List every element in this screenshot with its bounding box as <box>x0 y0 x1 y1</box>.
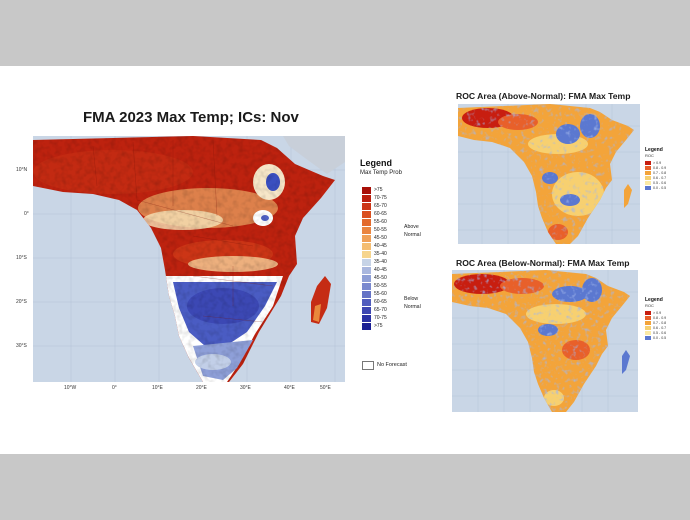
roc_below-swatch-5 <box>645 336 651 340</box>
roc-below-legend-title: Legend <box>645 297 663 303</box>
roc-below-title: ROC Area (Below-Normal): FMA Max Temp <box>456 258 630 268</box>
legend-swatch-4 <box>362 219 371 226</box>
roc_below-swatch-2 <box>645 321 651 325</box>
legend-label-16: 70-75 <box>374 315 387 321</box>
legend-label-13: 55-60 <box>374 291 387 297</box>
legend-label-0: >75 <box>374 187 383 193</box>
roc_above-swatch-3 <box>645 176 651 180</box>
roc-above-title: ROC Area (Above-Normal): FMA Max Temp <box>456 91 631 101</box>
legend-label-9: 35-40 <box>374 259 387 265</box>
legend-label-5: 50-55 <box>374 227 387 233</box>
legend-label-1: 70-75 <box>374 195 387 201</box>
legend-label-8: 35-40 <box>374 251 387 257</box>
legend-swatch-6 <box>362 235 371 242</box>
legend-swatch-2 <box>362 203 371 210</box>
lon-tick-0: 0° <box>112 385 117 391</box>
roc_above-swatch-1 <box>645 166 651 170</box>
roc_below-label-1: 0.8 - 0.9 <box>653 316 667 320</box>
roc_above-label-3: 0.6 - 0.7 <box>653 176 667 180</box>
roc-below-legend: Legend ROC > 0.9 0.8 - 0.9 0.7 - 0.8 0.6 - … <box>645 297 685 357</box>
roc_above-label-4: 0.5 - 0.6 <box>653 181 667 185</box>
legend-swatch-10 <box>362 267 371 274</box>
no-forecast-swatch <box>362 361 374 370</box>
legend-swatch-0 <box>362 187 371 194</box>
roc-below-map <box>452 270 638 412</box>
legend-swatch-3 <box>362 211 371 218</box>
roc-above-legend: Legend ROC > 0.9 0.8 - 0.9 0.7 - 0.8 0.6 - … <box>645 147 685 197</box>
roc-above-map <box>458 104 640 244</box>
legend-subtitle: Max Temp Prob <box>360 170 402 176</box>
legend-below-normal-label: Normal <box>404 304 421 310</box>
lon-tick-50e: 50°E <box>320 385 331 391</box>
roc_above-label-1: 0.8 - 0.9 <box>653 166 667 170</box>
legend-above-label: Above <box>404 224 419 230</box>
legend-label-10: 40-45 <box>374 267 387 273</box>
roc_below-label-0: > 0.9 <box>653 311 662 315</box>
roc_above-label-2: 0.7 - 0.8 <box>653 171 667 175</box>
roc_below-swatch-3 <box>645 326 651 330</box>
lat-tick-10n: 10°N <box>16 167 28 173</box>
legend-label-14: 60-65 <box>374 299 387 305</box>
lat-tick-20s: 20°S <box>16 299 27 305</box>
roc-above-legend-title: Legend <box>645 147 663 153</box>
roc_above-label-0: > 0.9 <box>653 161 662 165</box>
legend-above-normal-label: Normal <box>404 232 421 238</box>
roc_above-swatch-5 <box>645 186 651 190</box>
legend-label-11: 45-50 <box>374 275 387 281</box>
lon-tick-10e: 10°E <box>152 385 163 391</box>
lat-tick-10s: 10°S <box>16 255 27 261</box>
legend-label-3: 60-65 <box>374 211 387 217</box>
legend-swatch-8 <box>362 251 371 258</box>
legend-swatch-17 <box>362 323 371 330</box>
legend-label-6: 45-50 <box>374 235 387 241</box>
legend-swatch-1 <box>362 195 371 202</box>
legend-swatch-9 <box>362 259 371 266</box>
lon-tick-40e: 40°E <box>284 385 295 391</box>
roc-below-legend-sub: ROC <box>645 303 654 308</box>
legend-swatch-11 <box>362 275 371 282</box>
legend-label-15: 65-70 <box>374 307 387 313</box>
roc_above-swatch-4 <box>645 181 651 185</box>
roc_below-label-2: 0.7 - 0.8 <box>653 321 667 325</box>
legend-below-label: Below <box>404 296 419 302</box>
roc_above-swatch-0 <box>645 161 651 165</box>
lat-tick-30s: 30°S <box>16 343 27 349</box>
no-forecast-label: No Forecast <box>377 362 407 368</box>
legend-label-7: 40-45 <box>374 243 387 249</box>
main-map-title: FMA 2023 Max Temp; ICs: Nov <box>83 109 299 126</box>
legend-label-2: 65-70 <box>374 203 387 209</box>
legend-label-17: >75 <box>374 323 383 329</box>
roc_below-label-3: 0.6 - 0.7 <box>653 326 667 330</box>
roc-above-legend-sub: ROC <box>645 153 654 158</box>
legend-swatch-15 <box>362 307 371 314</box>
legend-swatch-13 <box>362 291 371 298</box>
legend-swatch-12 <box>362 283 371 290</box>
roc_below-swatch-0 <box>645 311 651 315</box>
main-forecast-map <box>33 136 345 382</box>
roc_below-label-4: 0.5 - 0.6 <box>653 331 667 335</box>
roc_below-swatch-1 <box>645 316 651 320</box>
lat-tick-0: 0° <box>24 211 29 217</box>
lon-tick-10w: 10°W <box>64 385 77 391</box>
lon-tick-30e: 30°E <box>240 385 251 391</box>
roc_below-label-5: 0.0 - 0.5 <box>653 336 667 340</box>
roc_above-swatch-2 <box>645 171 651 175</box>
legend-swatch-14 <box>362 299 371 306</box>
main-legend: Legend Max Temp Prob >75 70-75 65-70 60-65 5… <box>360 158 436 370</box>
roc_above-label-5: 0.0 - 0.5 <box>653 186 667 190</box>
legend-label-12: 50-55 <box>374 283 387 289</box>
lon-tick-20e: 20°E <box>196 385 207 391</box>
legend-swatch-16 <box>362 315 371 322</box>
legend-swatch-7 <box>362 243 371 250</box>
legend-title: Legend <box>360 158 393 168</box>
legend-label-4: 55-60 <box>374 219 387 225</box>
roc_below-swatch-4 <box>645 331 651 335</box>
legend-swatch-5 <box>362 227 371 234</box>
